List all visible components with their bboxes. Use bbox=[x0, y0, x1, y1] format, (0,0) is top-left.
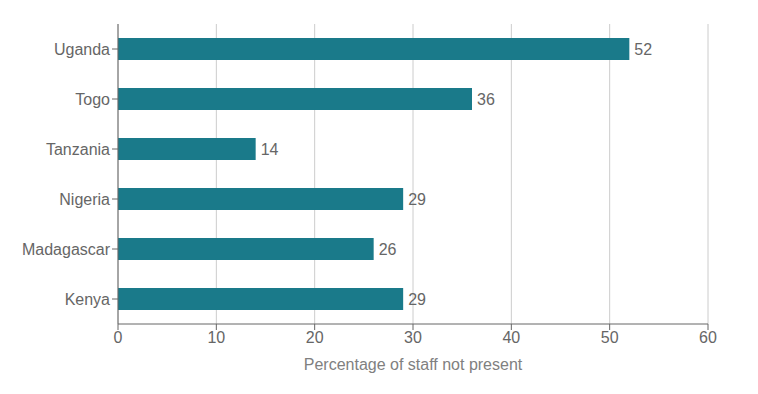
svg-text:Madagascar: Madagascar bbox=[22, 241, 111, 258]
svg-text:14: 14 bbox=[261, 141, 279, 158]
svg-text:30: 30 bbox=[404, 329, 422, 346]
svg-text:Kenya: Kenya bbox=[65, 291, 110, 308]
svg-text:60: 60 bbox=[699, 329, 717, 346]
svg-text:29: 29 bbox=[408, 291, 426, 308]
svg-text:0: 0 bbox=[114, 329, 123, 346]
svg-text:40: 40 bbox=[502, 329, 520, 346]
svg-text:10: 10 bbox=[207, 329, 225, 346]
svg-text:Percentage of staff not presen: Percentage of staff not present bbox=[304, 356, 523, 373]
svg-text:36: 36 bbox=[477, 91, 495, 108]
svg-text:Togo: Togo bbox=[75, 91, 110, 108]
svg-text:Nigeria: Nigeria bbox=[59, 191, 110, 208]
svg-text:26: 26 bbox=[379, 241, 397, 258]
svg-text:Uganda: Uganda bbox=[54, 41, 110, 58]
svg-text:Tanzania: Tanzania bbox=[46, 141, 110, 158]
svg-text:20: 20 bbox=[306, 329, 324, 346]
svg-text:50: 50 bbox=[601, 329, 619, 346]
svg-text:52: 52 bbox=[634, 41, 652, 58]
svg-text:29: 29 bbox=[408, 191, 426, 208]
